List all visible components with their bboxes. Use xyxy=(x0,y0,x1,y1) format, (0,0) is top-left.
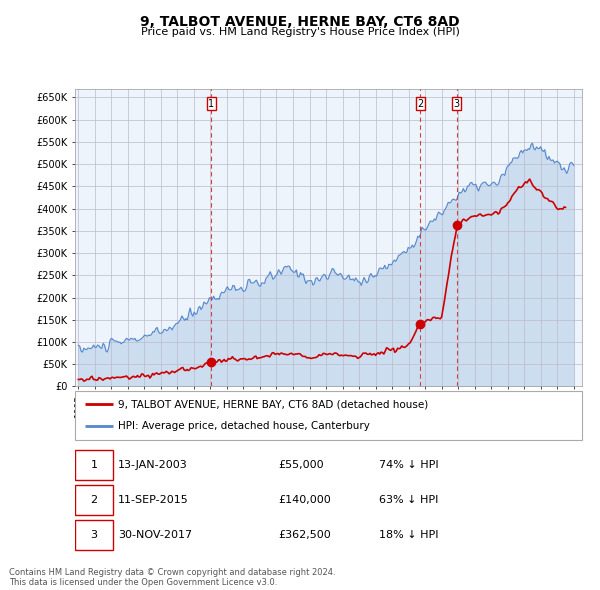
FancyBboxPatch shape xyxy=(75,520,113,550)
Text: 9, TALBOT AVENUE, HERNE BAY, CT6 8AD: 9, TALBOT AVENUE, HERNE BAY, CT6 8AD xyxy=(140,15,460,29)
Text: 13-JAN-2003: 13-JAN-2003 xyxy=(118,460,188,470)
Text: 9, TALBOT AVENUE, HERNE BAY, CT6 8AD (detached house): 9, TALBOT AVENUE, HERNE BAY, CT6 8AD (de… xyxy=(118,399,428,409)
Text: 74% ↓ HPI: 74% ↓ HPI xyxy=(379,460,439,470)
Text: HPI: Average price, detached house, Canterbury: HPI: Average price, detached house, Cant… xyxy=(118,421,370,431)
Text: 30-NOV-2017: 30-NOV-2017 xyxy=(118,530,192,540)
Text: £140,000: £140,000 xyxy=(278,495,331,505)
Text: £55,000: £55,000 xyxy=(278,460,323,470)
FancyBboxPatch shape xyxy=(75,485,113,515)
FancyBboxPatch shape xyxy=(75,391,582,440)
Text: £362,500: £362,500 xyxy=(278,530,331,540)
Text: Contains HM Land Registry data © Crown copyright and database right 2024.
This d: Contains HM Land Registry data © Crown c… xyxy=(9,568,335,587)
Text: 2: 2 xyxy=(91,495,98,505)
Text: Price paid vs. HM Land Registry's House Price Index (HPI): Price paid vs. HM Land Registry's House … xyxy=(140,27,460,37)
Text: 1: 1 xyxy=(208,99,214,109)
Text: 18% ↓ HPI: 18% ↓ HPI xyxy=(379,530,439,540)
Text: 3: 3 xyxy=(91,530,98,540)
Text: 1: 1 xyxy=(91,460,98,470)
FancyBboxPatch shape xyxy=(75,450,113,480)
Text: 2: 2 xyxy=(417,99,423,109)
Text: 3: 3 xyxy=(454,99,460,109)
Text: 63% ↓ HPI: 63% ↓ HPI xyxy=(379,495,439,505)
Text: 11-SEP-2015: 11-SEP-2015 xyxy=(118,495,189,505)
